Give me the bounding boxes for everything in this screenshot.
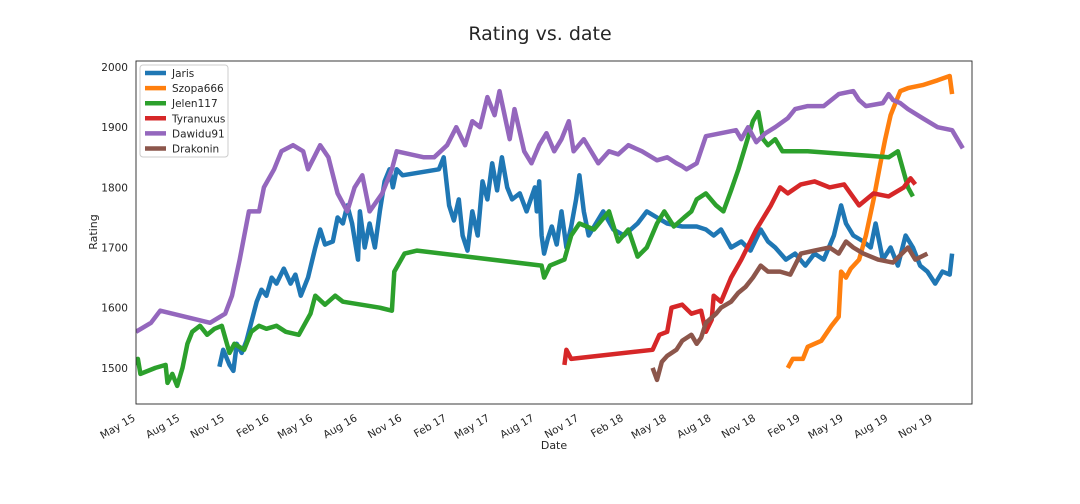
legend-label: Drakonin bbox=[172, 144, 219, 156]
legend-label: Jaris bbox=[171, 68, 194, 80]
x-axis: May 15 Aug 15 Nov 15 Feb 16 May 16 Aug 16 Nov … bbox=[98, 412, 934, 442]
x-tick-label: May 17 bbox=[453, 412, 492, 442]
series-line-dawidu91 bbox=[136, 88, 965, 334]
y-tick-label: 1500 bbox=[101, 363, 128, 375]
x-tick-label: Aug 19 bbox=[852, 412, 890, 441]
chart-title: Rating vs. date bbox=[468, 23, 611, 45]
x-tick-label: Nov 15 bbox=[188, 412, 226, 441]
y-tick-label: 1700 bbox=[101, 243, 128, 255]
series-line-drakonin bbox=[650, 239, 929, 383]
series-line-jelen117 bbox=[136, 109, 915, 389]
x-tick-label: Aug 17 bbox=[498, 412, 536, 441]
x-tick-label: May 19 bbox=[806, 412, 845, 442]
series-line-tyranuxus bbox=[562, 176, 918, 366]
x-tick-label: May 18 bbox=[629, 412, 668, 442]
x-tick-label: Aug 15 bbox=[144, 412, 182, 441]
y-tick-label: 1600 bbox=[101, 303, 128, 315]
x-tick-label: May 15 bbox=[98, 412, 137, 442]
legend-label: Jelen117 bbox=[171, 98, 218, 110]
x-tick-label: Feb 18 bbox=[589, 412, 626, 440]
x-tick-label: May 16 bbox=[276, 412, 316, 442]
x-tick-label: Feb 16 bbox=[235, 412, 272, 440]
x-tick-label: Aug 16 bbox=[321, 412, 359, 441]
legend-label: Dawidu91 bbox=[172, 128, 225, 140]
y-tick-label: 1800 bbox=[101, 182, 128, 194]
y-tick-label: 1900 bbox=[101, 122, 128, 134]
legend: Jaris Szopa666 Jelen117 Tyranuxus Dawidu91 Dr… bbox=[139, 64, 229, 158]
x-tick-label: Nov 16 bbox=[366, 412, 404, 441]
x-tick-label: Aug 18 bbox=[675, 412, 713, 441]
y-axis-label: Rating bbox=[87, 214, 100, 249]
x-tick-label: Nov 17 bbox=[543, 412, 581, 441]
y-tick-label: 2000 bbox=[101, 62, 128, 74]
plot-frame bbox=[135, 60, 973, 405]
series-line-szopa666 bbox=[785, 73, 955, 369]
legend-label: Szopa666 bbox=[172, 83, 224, 95]
x-tick-label: Feb 17 bbox=[412, 412, 449, 440]
legend-label: Tyranuxus bbox=[171, 113, 225, 125]
x-tick-label: Nov 18 bbox=[720, 412, 758, 441]
plot-area bbox=[135, 60, 973, 405]
x-tick-label: Feb 19 bbox=[766, 412, 803, 440]
series-line-jaris bbox=[217, 155, 955, 374]
y-axis: 1500 1600 1700 1800 1900 2000 bbox=[101, 62, 128, 375]
x-tick-label: Nov 19 bbox=[897, 412, 935, 441]
x-axis-label: Date bbox=[541, 439, 568, 452]
